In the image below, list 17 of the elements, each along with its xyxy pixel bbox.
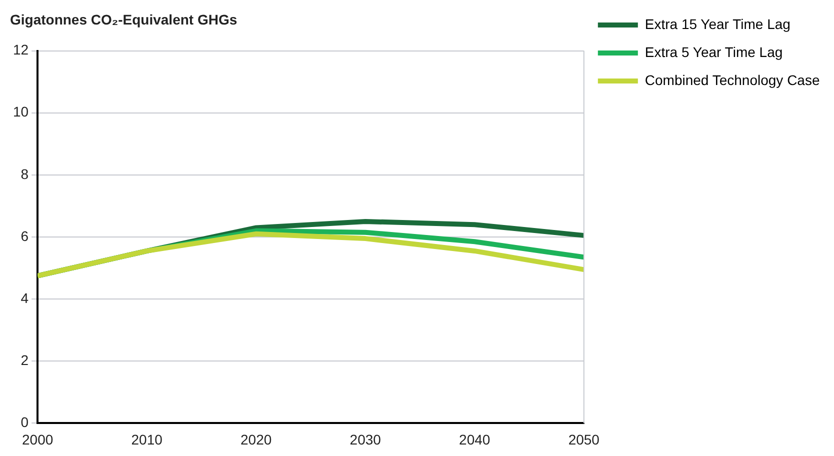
y-axis-title: Gigatonnes CO₂-Equivalent GHGs xyxy=(10,11,238,28)
y-tick-label: 2 xyxy=(20,352,29,368)
y-tick-label: 4 xyxy=(20,290,29,306)
y-tick-label: 0 xyxy=(20,414,29,430)
x-tick-label: 2020 xyxy=(240,431,272,448)
legend-label: Combined Technology Case xyxy=(644,72,820,88)
x-tick-label: 2010 xyxy=(131,431,163,448)
y-tick-label: 10 xyxy=(12,104,29,120)
legend-label: Extra 15 Year Time Lag xyxy=(644,16,790,32)
legend-label: Extra 5 Year Time Lag xyxy=(644,44,783,60)
x-tick-label: 2040 xyxy=(459,431,490,448)
x-tick-label: 2000 xyxy=(22,431,54,448)
y-tick-label: 8 xyxy=(20,166,29,182)
x-tick-label: 2050 xyxy=(568,431,600,448)
x-tick-label: 2030 xyxy=(350,431,382,448)
y-tick-label: 6 xyxy=(20,228,29,244)
y-tick-label: 12 xyxy=(12,42,29,58)
